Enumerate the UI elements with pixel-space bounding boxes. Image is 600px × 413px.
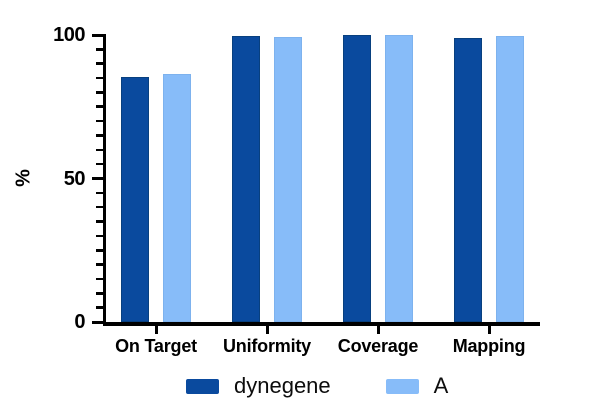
legend-item-dynegene: dynegene [186,373,331,399]
x-category-label-uniformity: Uniformity [222,336,311,356]
y-minor-tick-95 [96,48,103,51]
y-minor-tick-90 [96,62,103,65]
y-tick-label-0: 0 [74,311,85,333]
bar-a-mapping [496,35,524,322]
y-minor-tick-70 [96,119,103,123]
bar-dynegene-uniformity [232,35,260,322]
y-minor-tick-5 [96,306,103,309]
bar-dynegene-on-target [121,76,149,322]
y-tick-label-100: 100 [53,24,85,46]
y-minor-tick-55 [96,162,103,166]
bar-a-on-target [163,73,191,322]
y-tick-0 [92,320,103,324]
x-category-label-on-target: On Target [115,336,197,356]
y-minor-tick-10 [96,292,103,295]
legend-swatch-dynegene [186,378,219,394]
x-category-label-mapping: Mapping [452,336,526,356]
y-minor-tick-20 [96,263,103,266]
y-minor-tick-80 [96,91,103,94]
y-tick-label-50: 50 [63,167,86,190]
bar-a-coverage [385,35,413,322]
x-axis-line [103,322,540,326]
legend-swatch-a [385,378,419,394]
y-minor-tick-75 [96,105,103,109]
y-minor-tick-25 [96,248,103,252]
y-minor-tick-35 [96,220,103,223]
y-minor-tick-30 [96,234,103,238]
x-category-label-coverage: Coverage [337,336,419,356]
bar-dynegene-mapping [454,37,482,322]
x-tick-uniformity [265,325,269,334]
y-minor-tick-65 [96,134,103,137]
y-minor-tick-85 [96,76,103,80]
y-tick-100 [92,33,103,37]
y-minor-tick-15 [96,277,103,281]
bar-a-uniformity [274,37,302,322]
legend: dynegene A [186,373,448,399]
y-minor-tick-45 [96,191,103,195]
y-tick-50 [92,177,103,180]
y-minor-tick-60 [96,148,103,152]
x-tick-coverage [376,325,380,334]
legend-label-a: A [433,373,449,398]
x-tick-mapping [487,325,491,334]
y-axis-line [103,33,106,326]
legend-label-dynegene: dynegene [234,373,331,398]
x-tick-on-target [154,325,158,334]
legend-item-a: A [385,373,449,399]
bar-dynegene-coverage [343,35,371,322]
y-minor-tick-40 [96,205,103,209]
